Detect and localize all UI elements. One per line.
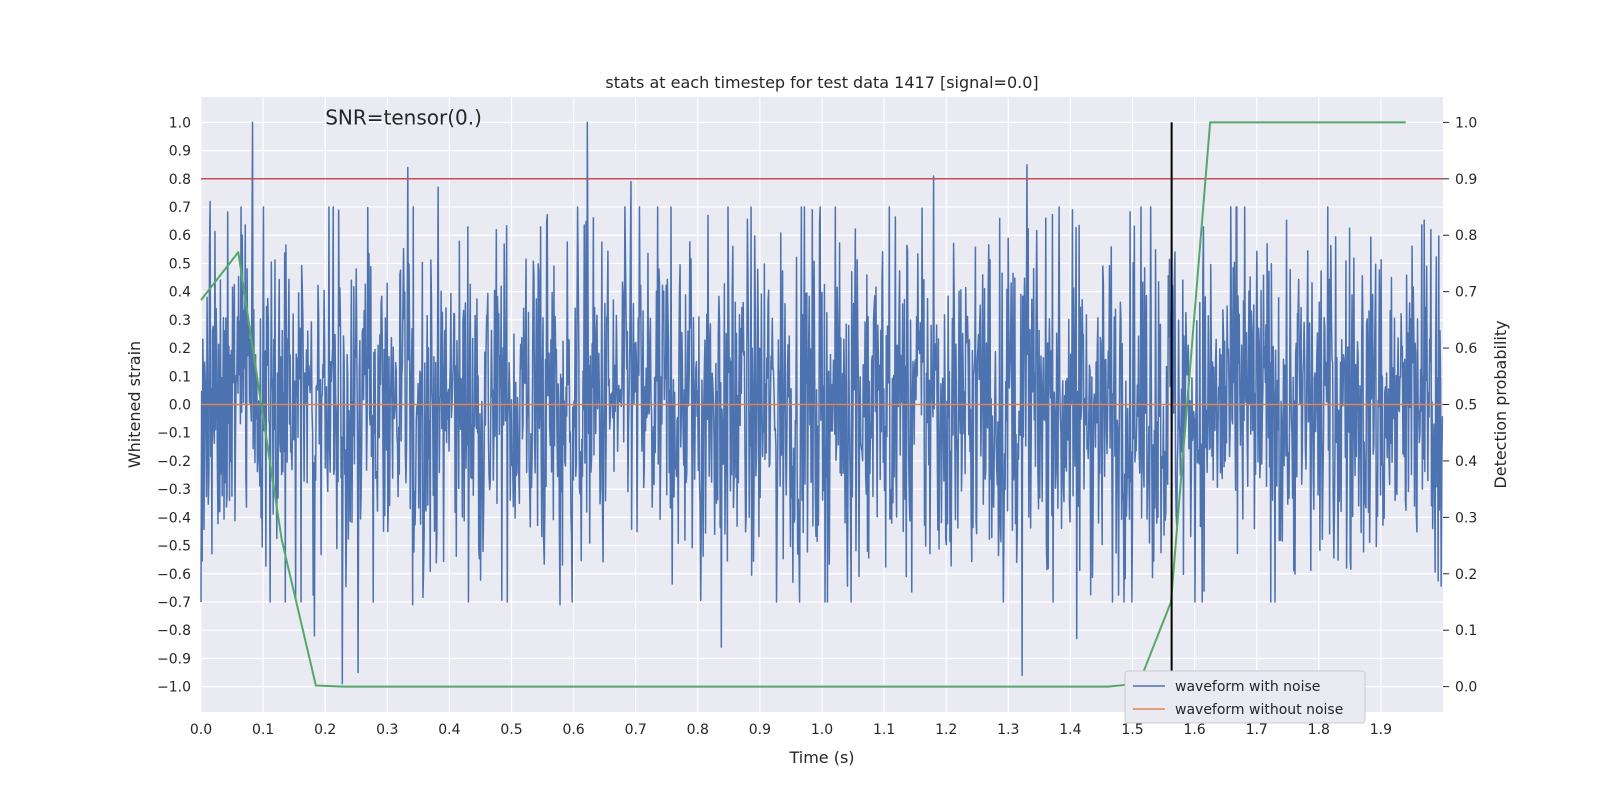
legend: waveform with noise waveform without noi… [1124,670,1366,724]
y2-tick-label: 0.3 [1455,510,1477,526]
y2-tick-label: 0.2 [1455,567,1477,583]
y-axis-label: Whitened strain [125,341,144,468]
y-tick-label: 0.0 [169,398,191,414]
x-tick-label: 1.9 [1370,722,1392,738]
x-tick-label: 1.0 [811,722,833,738]
y-tick-label: 0.2 [169,341,191,357]
probability-series-line [200,121,1406,688]
y2-axis-label: Detection probability [1491,320,1510,488]
y2-tick-label: 0.6 [1455,341,1477,357]
y-tick-label: −0.4 [157,510,191,526]
y-tick-label: 0.9 [169,144,191,160]
y-tick-label: −0.9 [157,651,191,667]
x-axis-ticks: 0.0 0.1 0.2 0.3 0.4 0.5 0.6 0.7 0.8 0.9 1.0 1.1 1.2 1… [190,722,1392,738]
y2-tick-label: 0.0 [1455,680,1477,696]
x-tick-label: 0.5 [500,722,522,738]
x-tick-label: 0.7 [625,722,647,738]
snr-annotation: SNR=tensor(0.) [325,105,482,129]
x-tick-label: 0.9 [749,722,771,738]
y2-tick-label: 0.5 [1455,398,1477,414]
x-tick-label: 0.3 [376,722,398,738]
y-tick-label: 0.5 [169,256,191,272]
x-tick-label: 1.1 [873,722,895,738]
legend-label-noise: waveform with noise [1175,679,1320,695]
noise-series-line [200,121,1444,685]
x-tick-label: 1.8 [1308,722,1330,738]
x-axis-label: Time (s) [788,748,854,767]
y2-tick-label: 0.1 [1455,623,1477,639]
y-tick-label: −1.0 [157,680,191,696]
legend-box [1124,670,1366,724]
x-tick-label: 0.4 [438,722,460,738]
y-tick-label: −0.6 [157,567,191,583]
y-tick-label: −0.8 [157,623,191,639]
legend-label-clean: waveform without noise [1175,702,1343,718]
y2-tick-label: 0.4 [1455,454,1477,470]
overlays [200,121,1443,688]
y-tick-label: 0.1 [169,369,191,385]
y2-tick-label: 0.8 [1455,228,1477,244]
y-tick-label: 1.0 [169,115,191,131]
y-tick-label: 0.7 [169,200,191,216]
y-tick-label: 0.8 [169,172,191,188]
x-tick-label: 0.8 [687,722,709,738]
y-axis-ticks: 1.0 0.9 0.8 0.7 0.6 0.5 0.4 0.3 0.2 0.1 0.0 −0.1 −0.… [157,115,191,695]
y-tick-label: 0.4 [169,285,191,301]
x-tick-label: 0.1 [252,722,274,738]
chart-title: stats at each timestep for test data 141… [605,73,1038,92]
y-tick-label: −0.7 [157,595,191,611]
x-tick-label: 1.3 [997,722,1019,738]
x-tick-label: 0.6 [562,722,584,738]
x-tick-label: 1.2 [935,722,957,738]
y-tick-label: −0.1 [157,426,191,442]
x-tick-label: 1.7 [1246,722,1268,738]
y2-tick-label: 0.7 [1455,285,1477,301]
y2-tick-label: 0.9 [1455,172,1477,188]
x-tick-label: 0.2 [314,722,336,738]
noise-series [200,121,1444,685]
y2-axis-ticks: 1.0 0.9 0.8 0.7 0.6 0.5 0.4 0.3 0.2 0.1 0.0 [1443,115,1477,696]
x-tick-label: 1.4 [1059,722,1081,738]
y-tick-label: 0.3 [169,313,191,329]
y-tick-label: −0.3 [157,482,191,498]
y2-tick-label: 1.0 [1455,115,1477,131]
x-tick-label: 0.0 [190,722,212,738]
y-tick-label: 0.6 [169,228,191,244]
x-tick-label: 1.5 [1121,722,1143,738]
y-tick-label: −0.2 [157,454,191,470]
x-tick-label: 1.6 [1183,722,1205,738]
y-tick-label: −0.5 [157,539,191,555]
